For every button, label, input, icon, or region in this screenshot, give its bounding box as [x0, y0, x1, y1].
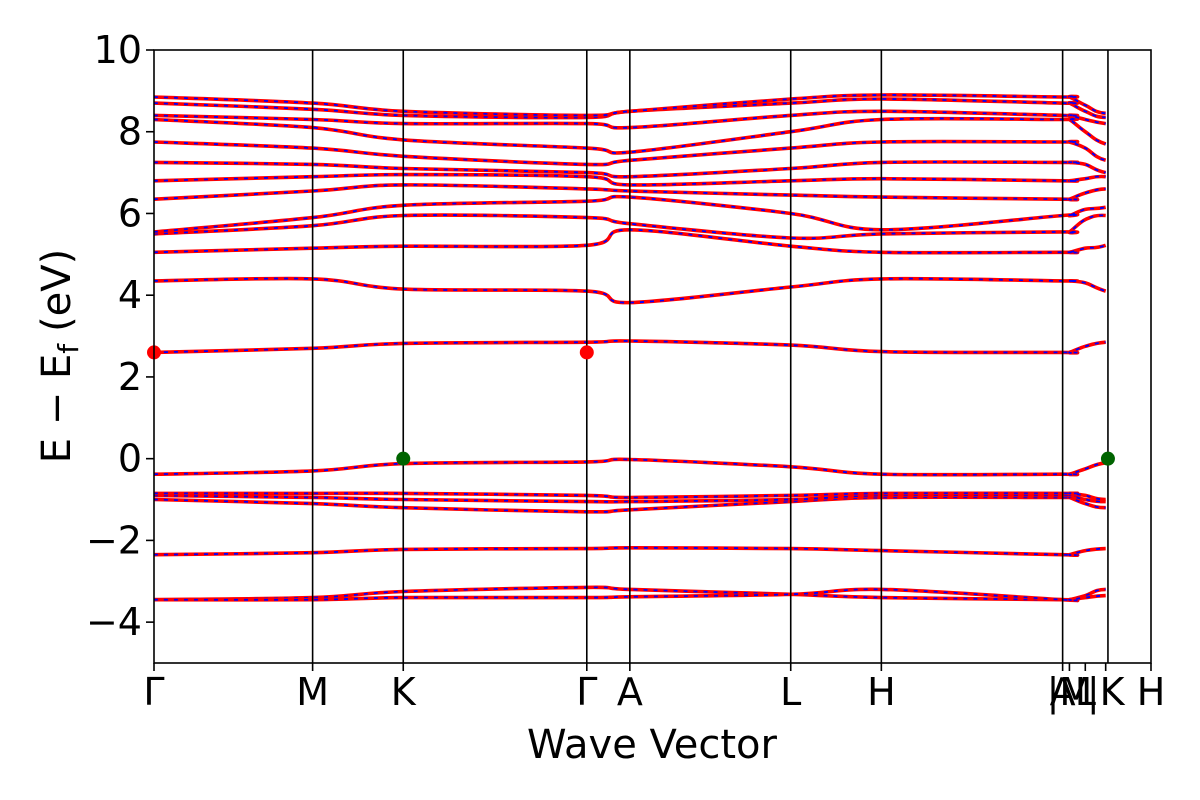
band-line-down: [153, 496, 1106, 513]
vbm-marker: [396, 451, 411, 466]
x-axis-title: Wave Vector: [527, 722, 778, 768]
plot-frame: [153, 49, 1152, 664]
y-tick-label: −2: [86, 518, 142, 562]
band-line-down: [153, 277, 1106, 304]
y-tick-label: −4: [86, 600, 142, 644]
band-line-down: [153, 94, 1106, 117]
band-line-down: [153, 98, 1106, 119]
band-line-down: [153, 183, 1106, 201]
band-edge-markers: [147, 345, 1115, 466]
band-line-down: [153, 546, 1106, 557]
x-tick-label: |M: [1047, 670, 1093, 715]
x-tick-label: Γ: [576, 670, 597, 714]
band-line-down: [153, 161, 1106, 178]
x-tick-label: H: [1137, 670, 1166, 714]
band-line-down: [153, 588, 1106, 602]
cbm-marker: [579, 345, 594, 360]
y-tick-label: 4: [118, 273, 142, 317]
x-tick-label: H: [867, 670, 896, 714]
band-line-down: [153, 458, 1106, 476]
y-tick-label: 6: [118, 191, 142, 235]
y-axis-ticks: −4 −2 0 2 4 6 8 10: [86, 28, 154, 644]
vbm-marker: [1100, 451, 1115, 466]
x-tick-label: M: [296, 670, 329, 714]
x-tick-label: L: [780, 670, 801, 714]
band-line-down: [153, 339, 1106, 354]
x-tick-label: Γ: [143, 670, 164, 714]
x-tick-label: A: [1050, 670, 1076, 714]
y-axis-title-unit: (eV): [34, 249, 80, 332]
x-tick-label: A: [617, 670, 643, 714]
y-tick-label: 0: [118, 437, 142, 481]
band-line-down: [153, 110, 1106, 129]
x-tick-label: L: [1075, 670, 1096, 714]
band-line-down: [153, 195, 1106, 233]
band-line-down: [154, 492, 1106, 501]
band-line-down: [153, 228, 1106, 254]
x-tick-label: |K: [1087, 670, 1126, 715]
y-axis-title: E − Ef (eV): [34, 249, 85, 464]
band-line-down: [153, 494, 1106, 503]
band-line-up: [153, 116, 1107, 155]
y-axis-title-main: E − E: [34, 354, 80, 464]
y-tick-label: 8: [118, 110, 142, 154]
bands-layer: [153, 93, 1107, 603]
x-tick-label: K: [391, 670, 417, 714]
x-axis-ticks: Γ M K Γ A L H A|ML|K H: [143, 663, 1165, 715]
band-line-up: [153, 213, 1106, 241]
y-tick-label: 2: [118, 355, 142, 399]
y-axis-title-subscript: f: [52, 343, 85, 354]
band-line-down: [153, 140, 1106, 166]
band-line-down: [153, 173, 1106, 186]
y-tick-label: 10: [94, 28, 142, 72]
